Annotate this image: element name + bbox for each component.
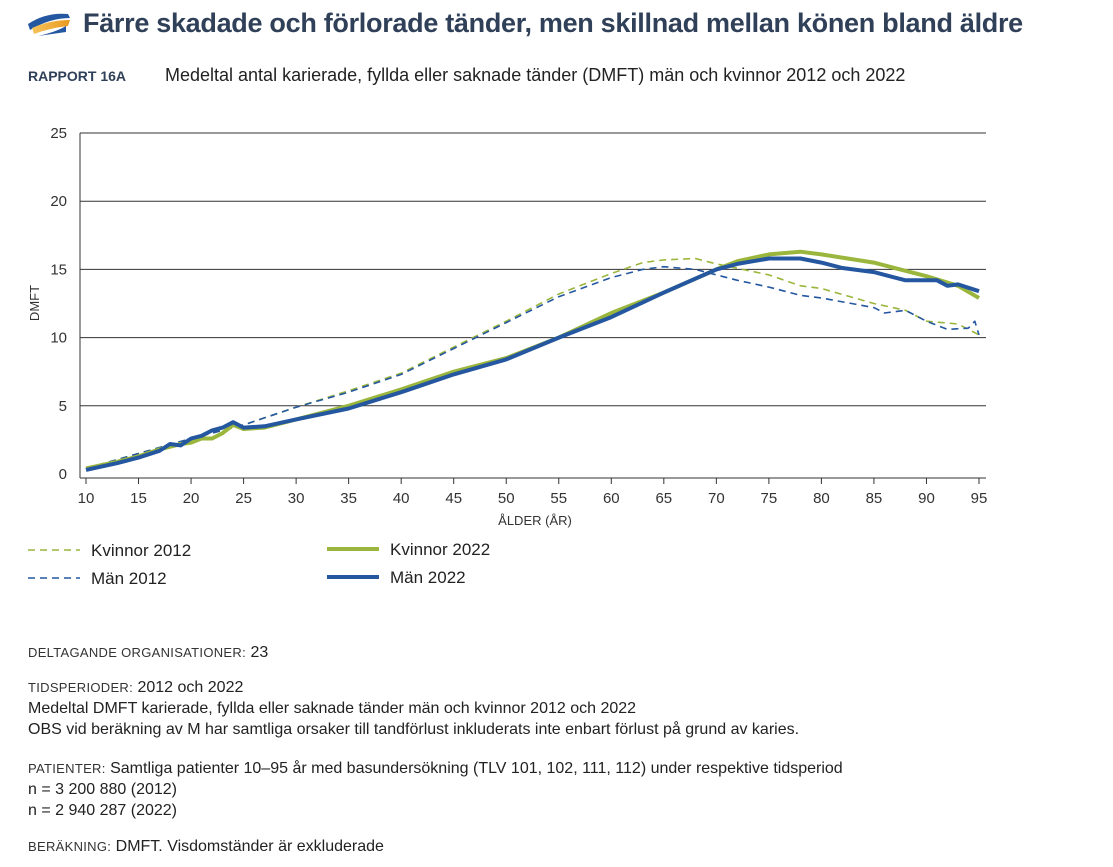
x-tick-label: 15 <box>130 490 147 507</box>
x-tick-label: 85 <box>866 490 883 507</box>
series-line-kvinnor-2022 <box>85 249 981 471</box>
x-tick-label: 50 <box>498 490 515 507</box>
y-tick-label: 20 <box>50 193 67 210</box>
footer-calculation: BERÄKNING: DMFT. Visdomständer är exklud… <box>28 838 384 855</box>
x-tick-label: 70 <box>708 490 725 507</box>
series-line-män-2022 <box>85 256 980 472</box>
x-tick-label: 20 <box>183 490 200 507</box>
legend-label: Kvinnor 2022 <box>390 540 490 559</box>
x-tick-label: 10 <box>78 490 95 507</box>
x-tick-label: 60 <box>603 490 620 507</box>
footer-organisations: DELTAGANDE ORGANISATIONER: 23 <box>28 644 269 661</box>
x-tick-label: 95 <box>971 490 988 507</box>
x-axis-label: ÅLDER (ÅR) <box>498 513 572 528</box>
series-line-kvinnor-2012 <box>85 257 980 470</box>
y-tick-label: 10 <box>50 330 67 347</box>
chart: 0 5 10 15 20 25 10 15 20 25 30 35 40 45 50 55 60 65 70 75 80… <box>27 125 988 588</box>
footer-periods: TIDSPERIODER: 2012 och 2022 Medeltal DMFT… <box>28 679 800 738</box>
x-tick-label: 40 <box>393 490 410 507</box>
y-tick-label: 5 <box>59 398 67 415</box>
x-tick-label: 30 <box>288 490 305 507</box>
x-tick-label: 80 <box>813 490 830 507</box>
chart-subtitle: Medeltal antal karierade, fyllda eller s… <box>165 65 906 85</box>
x-tick-label: 65 <box>655 490 672 507</box>
x-tick-label: 45 <box>445 490 462 507</box>
legend-label: Kvinnor 2012 <box>91 541 191 560</box>
x-tick-label: 55 <box>550 490 567 507</box>
x-tick-label: 25 <box>235 490 252 507</box>
y-tick-label: 0 <box>59 466 67 483</box>
footer-patients: PATIENTER: Samtliga patienter 10–95 år m… <box>28 760 843 819</box>
x-tick-label: 90 <box>918 490 935 507</box>
logo-icon <box>28 13 70 36</box>
series-line-män-2012 <box>85 265 980 470</box>
y-tick-label: 15 <box>50 261 67 278</box>
y-axis-label: DMFT <box>27 285 42 321</box>
legend-label: Män 2012 <box>91 569 167 588</box>
report-label: RAPPORT 16A <box>28 68 127 84</box>
page-title: Färre skadade och förlorade tänder, men … <box>83 8 1023 38</box>
x-tick-label: 35 <box>340 490 357 507</box>
legend-label: Män 2022 <box>390 568 466 587</box>
x-tick-label: 75 <box>761 490 778 507</box>
y-tick-label: 25 <box>50 125 67 142</box>
